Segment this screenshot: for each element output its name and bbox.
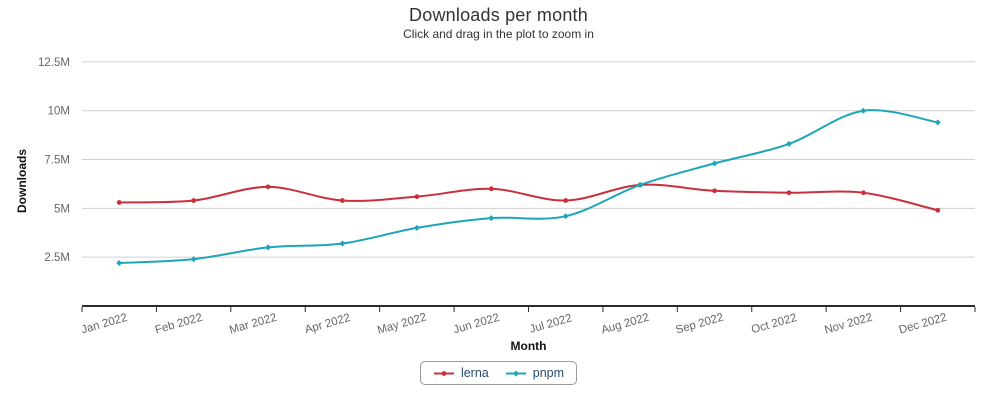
data-point-pnpm[interactable] xyxy=(711,160,718,167)
x-tick-label: Jul 2022 xyxy=(528,312,573,336)
y-tick-label: 5M xyxy=(54,203,70,215)
legend-item-lerna[interactable]: lerna xyxy=(433,366,489,380)
data-point-pnpm[interactable] xyxy=(265,244,272,251)
data-point-lerna[interactable] xyxy=(340,198,345,203)
data-point-pnpm[interactable] xyxy=(785,140,792,147)
data-point-pnpm[interactable] xyxy=(488,215,495,222)
x-tick-label: Nov 2022 xyxy=(823,312,874,337)
legend-marker-shape-pnpm[interactable] xyxy=(512,370,519,376)
x-axis-title: Month xyxy=(510,339,547,353)
y-tick-label: 7.5M xyxy=(44,155,70,167)
data-point-lerna[interactable] xyxy=(935,207,941,213)
x-tick-label: Mar 2022 xyxy=(228,312,278,337)
chart-subtitle: Click and drag in the plot to zoom in xyxy=(403,27,594,41)
legend-box: lerna pnpm xyxy=(419,361,578,385)
x-tick-label: Apr 2022 xyxy=(304,312,352,336)
data-point-lerna[interactable] xyxy=(860,190,866,196)
legend-marker-shape-lerna[interactable] xyxy=(441,370,447,376)
data-point-lerna[interactable] xyxy=(488,186,494,192)
data-point-lerna[interactable] xyxy=(265,184,271,190)
data-point-lerna[interactable] xyxy=(712,188,717,194)
legend-marker-lerna xyxy=(433,370,454,376)
data-point-pnpm[interactable] xyxy=(860,107,867,114)
x-tick-label: Feb 2022 xyxy=(154,312,204,337)
data-point-pnpm[interactable] xyxy=(116,260,123,267)
chart-title: Downloads per month xyxy=(409,5,588,25)
y-tick-label: 12.5M xyxy=(38,57,70,69)
series-line-pnpm[interactable] xyxy=(118,109,939,265)
legend-label: lerna xyxy=(460,366,489,380)
legend-item-pnpm[interactable]: pnpm xyxy=(505,366,564,380)
data-point-lerna[interactable] xyxy=(563,198,569,203)
data-point-pnpm[interactable] xyxy=(637,181,644,188)
legend-label: pnpm xyxy=(532,366,565,380)
data-point-pnpm[interactable] xyxy=(562,213,569,220)
y-tick-label: 2.5M xyxy=(44,252,70,264)
data-point-pnpm[interactable] xyxy=(934,119,941,126)
y-tick-label: 10M xyxy=(48,106,70,118)
x-tick-label: Sep 2022 xyxy=(674,312,725,337)
data-point-lerna[interactable] xyxy=(191,198,197,203)
x-tick-label: Oct 2022 xyxy=(750,312,798,336)
series-line-lerna[interactable] xyxy=(118,183,939,212)
x-tick-label: Jun 2022 xyxy=(452,312,501,337)
data-point-lerna[interactable] xyxy=(414,194,420,200)
x-tick-label: May 2022 xyxy=(376,311,428,336)
data-point-pnpm[interactable] xyxy=(339,240,346,247)
data-point-pnpm[interactable] xyxy=(190,256,197,263)
data-point-lerna[interactable] xyxy=(786,190,792,196)
data-point-lerna[interactable] xyxy=(116,200,122,205)
x-tick-label: Dec 2022 xyxy=(898,312,949,337)
legend: lerna pnpm xyxy=(0,361,997,385)
data-point-pnpm[interactable] xyxy=(413,224,420,231)
legend-marker-pnpm xyxy=(505,370,526,376)
x-tick-label: Aug 2022 xyxy=(600,312,651,337)
x-tick-label: Jan 2022 xyxy=(80,312,129,337)
